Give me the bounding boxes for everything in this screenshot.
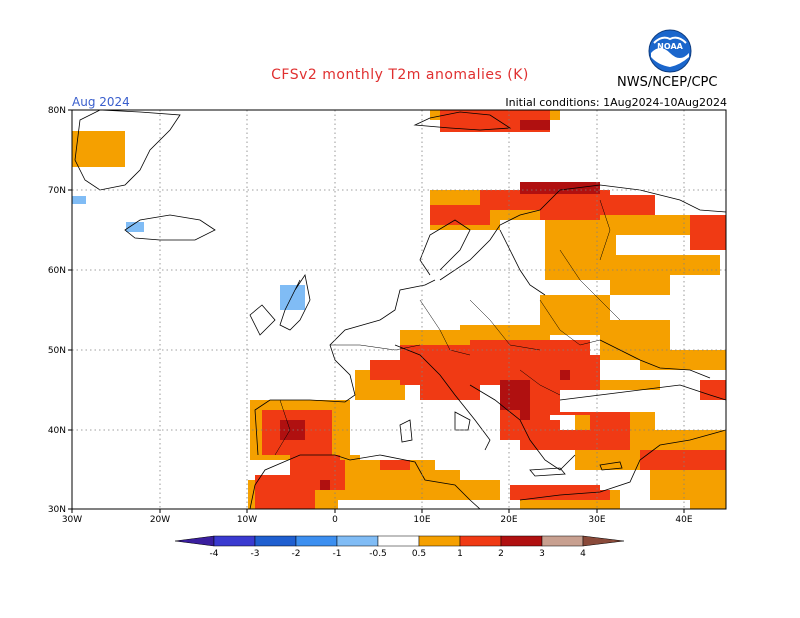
colorbar-label-m4: -4 [210,549,219,559]
lat-label-70n: 70N [48,186,66,196]
agency-label: NWS/NCEP/CPC [617,75,718,90]
lat-label-60n: 60N [48,266,66,276]
lat-label-80n: 80N [48,106,66,116]
colorbar [174,535,625,547]
lon-label-20w: 20W [150,515,170,525]
lon-label-30w: 30W [62,515,82,525]
colorbar-label-m1: -1 [333,549,342,559]
colorbar-label-p2: 2 [498,549,504,559]
lon-label-20e: 20E [500,515,517,525]
colorbar-label-p3: 3 [539,549,545,559]
colorbar-arrow-high [582,535,625,547]
initial-conditions: Initial conditions: 1Aug2024-10Aug2024 [505,96,727,109]
lon-label-0: 0 [332,515,338,525]
colorbar-bin-5 [377,535,420,547]
colorbar-bin-2 [254,535,297,547]
forecast-period: Aug 2024 [72,95,130,109]
lon-label-10e: 10E [413,515,430,525]
logo-text: NOAA [657,42,683,51]
colorbar-bin-7 [459,535,502,547]
lat-label-30n: 30N [48,505,66,515]
colorbar-label-p1: 1 [457,549,463,559]
latitude-ticks [68,109,72,510]
colorbar-bin-3 [295,535,338,547]
colorbar-label-m2: -2 [292,549,301,559]
colorbar-label-m05: -0.5 [369,549,387,559]
colorbar-bin-1 [213,535,256,547]
colorbar-label-p4: 4 [580,549,586,559]
noaa-logo-icon: NOAA [648,29,692,73]
colorbar-arrow-low [174,535,215,547]
lon-label-40e: 40E [675,515,692,525]
longitude-ticks [71,509,685,513]
coastlines [74,109,727,510]
colorbar-bin-6 [418,535,461,547]
lat-label-40n: 40N [48,426,66,436]
lat-label-50n: 50N [48,346,66,356]
lon-label-30e: 30E [588,515,605,525]
map-frame [71,109,727,510]
colorbar-bin-4 [336,535,379,547]
colorbar-bin-9 [541,535,584,547]
colorbar-label-m3: -3 [251,549,260,559]
graticule [72,110,726,509]
colorbar-bin-8 [500,535,543,547]
map-title: CFSv2 monthly T2m anomalies (K) [271,67,529,83]
colorbar-label-p05: 0.5 [412,549,426,559]
lon-label-10w: 10W [237,515,257,525]
country-borders [274,199,621,456]
